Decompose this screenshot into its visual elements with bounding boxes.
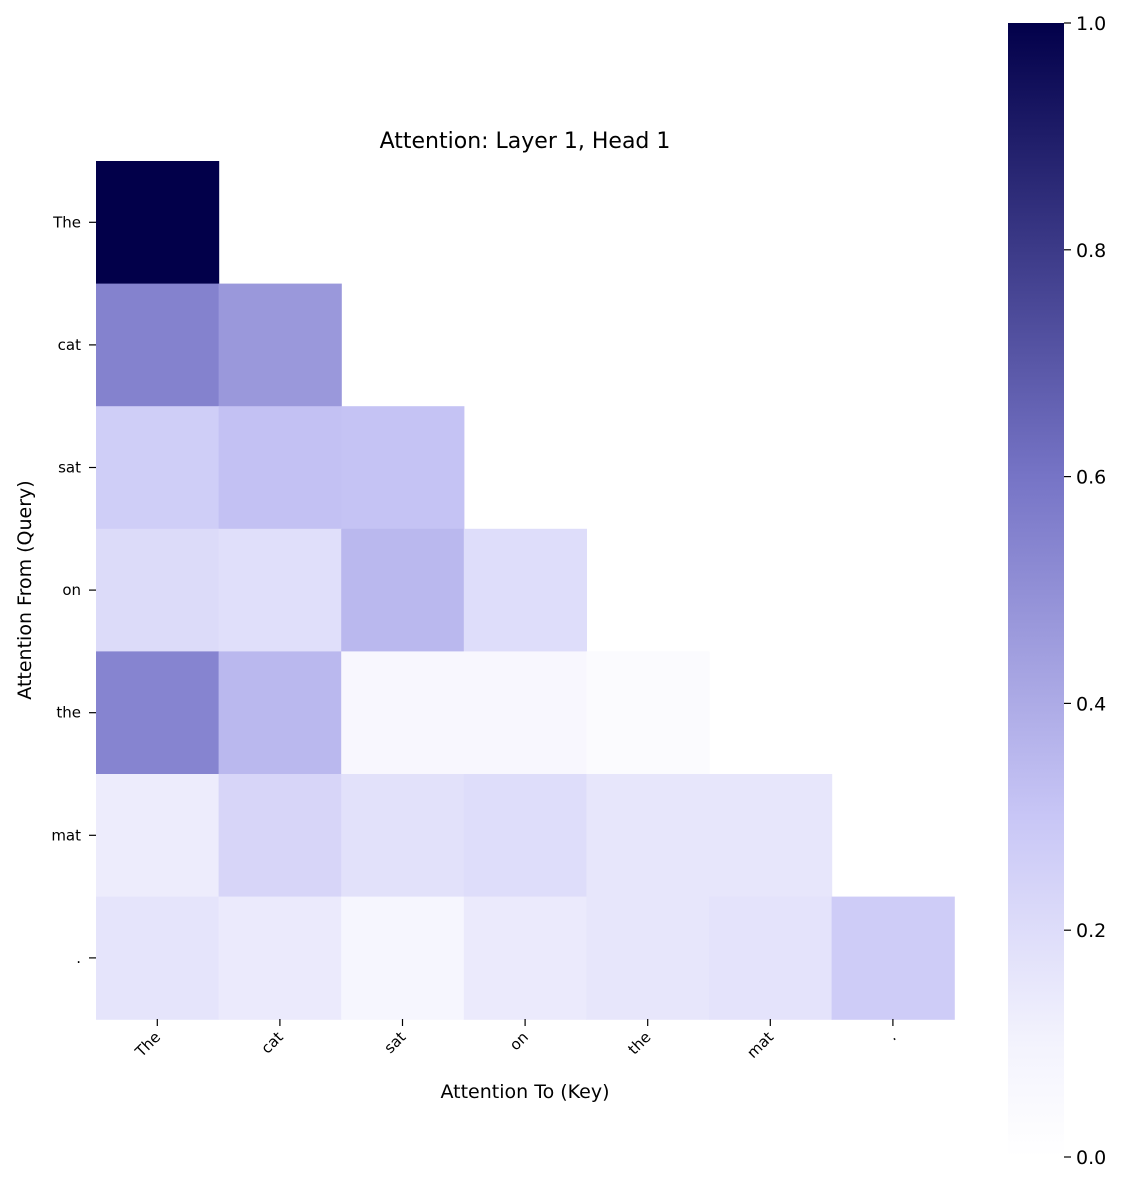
heatmap-cell (463, 774, 587, 898)
heatmap-cell (96, 651, 220, 775)
heatmap-cell (218, 283, 342, 407)
x-axis-ticks: The cat sat on the mat. (131, 1019, 900, 1062)
x-tick-label: cat (258, 1028, 287, 1057)
colorbar-tick-label: 0.8 (1076, 240, 1106, 262)
heatmap-cell (341, 896, 465, 1020)
heatmap-cell (341, 406, 465, 530)
heatmap-cell (96, 283, 220, 407)
y-axis-label: Attention From (Query) (14, 480, 36, 699)
heatmap-cell (96, 528, 220, 652)
colorbar-tick-label: 1.0 (1076, 13, 1106, 35)
heatmap-cell (218, 774, 342, 898)
heatmap-cell (831, 896, 955, 1020)
heatmap-cell (341, 774, 465, 898)
y-axis-ticks: The cat sat on the mat. (51, 213, 96, 967)
heatmap-cell (218, 651, 342, 775)
colorbar-tick-label: 0.2 (1076, 920, 1106, 942)
heatmap-cell (709, 774, 833, 898)
x-axis-label: Attention To (Key) (440, 1081, 609, 1103)
heatmap-cell (218, 896, 342, 1020)
x-tick-label: the (624, 1028, 654, 1058)
heatmap-cell (463, 896, 587, 1020)
colorbar-ticks: 0.0 0.2 0.4 0.6 0.8 1.0 (1064, 13, 1106, 1169)
x-tick-label: The (131, 1028, 164, 1061)
heatmap-cell (463, 528, 587, 652)
y-tick-label: cat (58, 336, 81, 354)
colorbar (1008, 23, 1064, 1157)
heatmap-cell (586, 896, 710, 1020)
heatmap-cell (463, 651, 587, 775)
heatmap-cell (586, 651, 710, 775)
x-tick-label: . (884, 1028, 900, 1044)
colorbar-tick-label: 0.4 (1076, 693, 1106, 715)
y-tick-label: The (52, 213, 81, 231)
y-tick-label: on (62, 581, 81, 599)
heatmap-cell (586, 774, 710, 898)
y-tick-label: the (56, 704, 81, 722)
heatmap-cell (96, 896, 220, 1020)
heatmap-cell (218, 406, 342, 530)
heatmap-cell (341, 528, 465, 652)
heatmap-cell (709, 896, 833, 1020)
x-tick-label: mat (743, 1028, 777, 1062)
colorbar-tick-label: 0.6 (1076, 467, 1106, 489)
heatmap-cell (218, 528, 342, 652)
y-tick-label: mat (51, 826, 81, 844)
x-tick-label: on (506, 1028, 532, 1054)
heatmap-cells (96, 161, 955, 1020)
y-tick-label: . (76, 949, 81, 967)
colorbar-tick-label: 0.0 (1076, 1147, 1106, 1169)
heatmap-cell (341, 651, 465, 775)
y-tick-label: sat (58, 459, 81, 477)
heatmap-cell (96, 774, 220, 898)
x-tick-label: sat (380, 1028, 409, 1057)
heatmap-cell (96, 161, 220, 285)
heatmap-cell (96, 406, 220, 530)
chart-title: Attention: Layer 1, Head 1 (380, 129, 671, 154)
